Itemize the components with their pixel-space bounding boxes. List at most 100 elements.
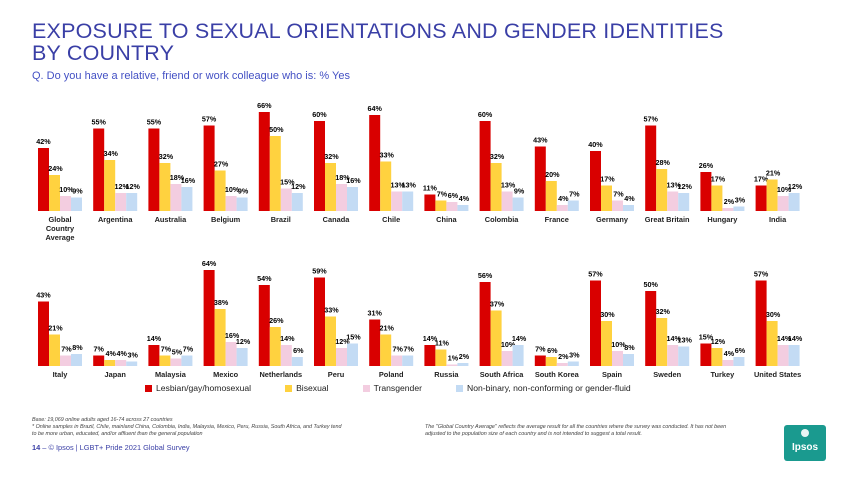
value-label-india-transgender: 10% bbox=[777, 185, 792, 194]
category-label-brazil: Brazil bbox=[271, 215, 291, 224]
bar-italy-bisexual bbox=[49, 334, 60, 366]
value-label-turkey-lgb: 15% bbox=[699, 333, 714, 342]
value-label-united-states-bisexual: 30% bbox=[766, 310, 781, 319]
category-label-argentina: Argentina bbox=[98, 215, 133, 224]
value-label-poland-lgb: 31% bbox=[368, 309, 383, 318]
bar-malaysia-bisexual bbox=[159, 355, 171, 366]
category-label-india: India bbox=[769, 215, 787, 224]
bar-netherlands-bisexual bbox=[269, 327, 281, 366]
bar-india-transgender bbox=[777, 196, 789, 211]
value-label-global-country-average-transgender: 10% bbox=[59, 185, 74, 194]
bar-india-nonbinary bbox=[788, 193, 800, 211]
bar-spain-transgender bbox=[612, 351, 623, 366]
bar-netherlands-nonbinary bbox=[291, 357, 303, 366]
bar-united-states-transgender bbox=[777, 345, 789, 366]
legend-label-nonbinary: Non-binary, non-conforming or gender-flu… bbox=[466, 383, 631, 393]
bar-turkey-lgb bbox=[700, 343, 712, 366]
value-label-colombia-lgb: 60% bbox=[478, 110, 493, 119]
bar-mexico-transgender bbox=[225, 342, 237, 366]
value-label-italy-nonbinary: 8% bbox=[72, 343, 83, 352]
base-note: Base: 19,069 online adults aged 16-74 ac… bbox=[32, 417, 342, 437]
value-label-japan-bisexual: 4% bbox=[106, 349, 117, 358]
value-label-brazil-bisexual: 50% bbox=[269, 125, 284, 134]
bar-chart: 42%24%10%9%GlobalCountryAverage55%34%12%… bbox=[36, 101, 803, 379]
value-label-hungary-transgender: 2% bbox=[724, 197, 735, 206]
bar-brazil-nonbinary bbox=[291, 193, 303, 211]
page-footer: 14 – © Ipsos | LGBT+ Pride 2021 Global S… bbox=[32, 443, 190, 452]
legend-swatch-nonbinary bbox=[455, 384, 463, 392]
bar-south-africa-nonbinary bbox=[512, 345, 524, 366]
value-label-chile-lgb: 64% bbox=[368, 104, 383, 113]
value-label-belgium-lgb: 57% bbox=[202, 115, 217, 124]
value-label-malaysia-nonbinary: 7% bbox=[183, 345, 194, 354]
value-label-argentina-nonbinary: 12% bbox=[126, 182, 141, 191]
value-label-south-korea-bisexual: 6% bbox=[547, 346, 558, 355]
bar-france-bisexual bbox=[545, 181, 557, 211]
bar-germany-transgender bbox=[612, 200, 623, 211]
bar-belgium-transgender bbox=[225, 196, 237, 211]
value-label-united-states-transgender: 14% bbox=[777, 334, 792, 343]
value-label-japan-transgender: 4% bbox=[117, 349, 128, 358]
value-label-great-britain-nonbinary: 12% bbox=[678, 182, 693, 191]
bar-sweden-lgb bbox=[645, 291, 657, 366]
value-label-italy-transgender: 7% bbox=[61, 345, 72, 354]
bar-south-africa-lgb bbox=[479, 282, 491, 366]
bar-great-britain-transgender bbox=[667, 191, 679, 211]
bar-canada-lgb bbox=[314, 121, 325, 211]
legend-swatch-transgender bbox=[362, 384, 370, 392]
value-label-south-africa-bisexual: 37% bbox=[490, 300, 505, 309]
value-label-china-bisexual: 7% bbox=[437, 190, 448, 199]
value-label-france-bisexual: 20% bbox=[545, 170, 560, 179]
value-label-global-country-average-bisexual: 24% bbox=[48, 164, 63, 173]
value-label-brazil-nonbinary: 12% bbox=[291, 182, 306, 191]
bar-malaysia-nonbinary bbox=[181, 355, 193, 366]
legend-swatch-lgb bbox=[145, 384, 152, 392]
bar-south-africa-bisexual bbox=[490, 310, 502, 366]
bar-belgium-nonbinary bbox=[236, 197, 248, 211]
value-label-italy-lgb: 43% bbox=[36, 291, 51, 300]
bar-netherlands-lgb bbox=[258, 285, 270, 366]
value-label-global-country-average-lgb: 42% bbox=[36, 137, 51, 146]
legend-item-nonbinary: Non-binary, non-conforming or gender-flu… bbox=[455, 383, 631, 393]
base-note-line-2: * Online samples in Brazil, Chile, mainl… bbox=[32, 423, 342, 430]
bar-germany-bisexual bbox=[601, 185, 612, 211]
bar-malaysia-transgender bbox=[170, 358, 182, 366]
value-label-germany-bisexual: 17% bbox=[600, 175, 615, 184]
bar-belgium-lgb bbox=[203, 125, 215, 211]
category-label-japan: Japan bbox=[105, 370, 127, 379]
value-label-great-britain-lgb: 57% bbox=[644, 115, 659, 124]
bar-global-country-average-transgender bbox=[60, 196, 71, 211]
value-label-netherlands-transgender: 14% bbox=[280, 334, 295, 343]
bar-mexico-bisexual bbox=[214, 309, 226, 366]
bar-spain-lgb bbox=[590, 280, 601, 366]
value-label-peru-transgender: 12% bbox=[335, 337, 350, 346]
value-label-spain-transgender: 10% bbox=[611, 340, 626, 349]
page-title: EXPOSURE TO SEXUAL ORIENTATIONS AND GEND… bbox=[32, 20, 822, 64]
value-label-belgium-bisexual: 27% bbox=[214, 160, 229, 169]
value-label-belgium-transgender: 10% bbox=[225, 185, 240, 194]
value-label-chile-nonbinary: 13% bbox=[402, 181, 417, 190]
bar-peru-bisexual bbox=[325, 316, 336, 366]
average-note: The "Global Country Average" reflects th… bbox=[425, 424, 726, 438]
bar-poland-nonbinary bbox=[402, 355, 414, 366]
value-label-canada-lgb: 60% bbox=[312, 110, 327, 119]
value-label-chile-transgender: 13% bbox=[391, 181, 406, 190]
category-label-peru: Peru bbox=[328, 370, 345, 379]
category-label-russia: Russia bbox=[434, 370, 459, 379]
category-label-italy: Italy bbox=[53, 370, 69, 379]
title-line-1: EXPOSURE TO SEXUAL ORIENTATIONS AND GEND… bbox=[32, 19, 724, 43]
value-label-mexico-transgender: 16% bbox=[225, 331, 240, 340]
bar-poland-transgender bbox=[391, 355, 403, 366]
logo-mark-icon bbox=[801, 429, 809, 437]
legend-item-lgb: Lesbian/gay/homosexual bbox=[145, 383, 251, 393]
value-label-france-transgender: 4% bbox=[558, 194, 569, 203]
bar-turkey-bisexual bbox=[711, 348, 723, 366]
category-label-spain: Spain bbox=[602, 370, 623, 379]
value-label-chile-bisexual: 33% bbox=[380, 151, 395, 160]
bar-china-lgb bbox=[424, 194, 436, 211]
bar-united-states-bisexual bbox=[766, 321, 778, 366]
value-label-canada-bisexual: 32% bbox=[324, 152, 339, 161]
value-label-spain-nonbinary: 8% bbox=[624, 343, 635, 352]
value-label-germany-nonbinary: 4% bbox=[624, 194, 635, 203]
category-label-netherlands: Netherlands bbox=[259, 370, 302, 379]
